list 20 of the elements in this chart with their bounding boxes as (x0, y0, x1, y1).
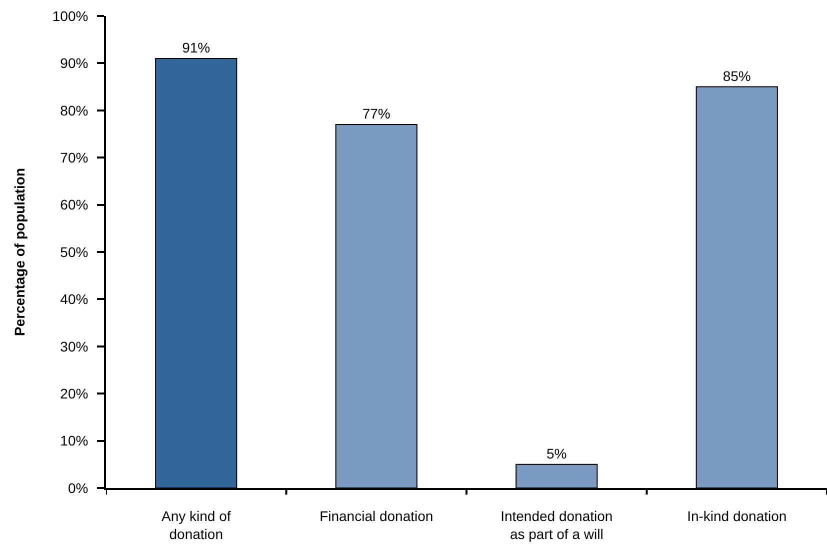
y-axis-title: Percentage of population (11, 168, 28, 336)
x-tick-label: Financial donation (320, 508, 434, 524)
data-label: 5% (546, 445, 567, 462)
y-tick-label: 80% (60, 102, 88, 118)
y-tick-label: 40% (60, 291, 88, 308)
y-tick-label: 30% (60, 338, 88, 354)
data-label: 85% (722, 68, 751, 84)
y-tick-label: 50% (60, 244, 88, 260)
y-tick-label: 70% (60, 150, 88, 166)
y-tick-label: 0% (68, 480, 88, 496)
x-tick-label: Any kind of donation (161, 508, 231, 542)
x-tick-label: Intended donation as part of a will (500, 508, 613, 542)
y-tick-label: 90% (60, 55, 88, 72)
y-tick-label: 100% (52, 8, 88, 24)
data-label: 77% (362, 106, 390, 122)
data-label: 91% (182, 39, 210, 56)
y-tick-label: 20% (60, 386, 88, 402)
x-tick-label: In-kind donation (687, 508, 787, 524)
y-tick-label: 60% (60, 196, 88, 213)
y-tick-label: 10% (60, 432, 88, 449)
